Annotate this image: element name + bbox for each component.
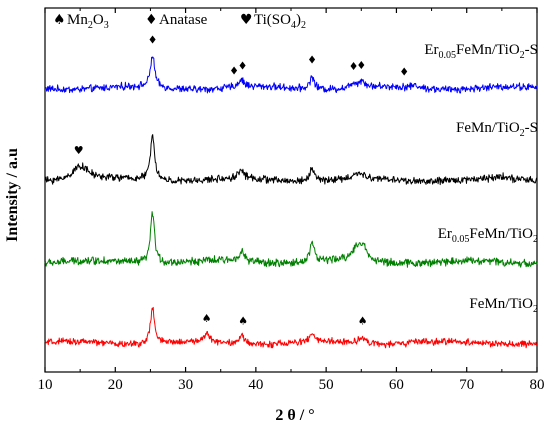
y-axis-title: Intensity / a.u [4,148,21,242]
x-tick-label: 20 [108,377,123,393]
tiso4-peak-marker: ♥ [74,144,84,157]
series-label-layer: Er0.05FeMn/TiO2-S FeMn/TiO2-S Er0.05FeMn/T… [424,42,538,315]
plot-frame [44,7,538,373]
x-tick-label: 50 [319,377,334,393]
series-line-er_s [44,56,538,94]
anatase-peak-marker: ♦ [399,66,409,79]
series-line-er [44,211,538,268]
legend-label-mn2o3: Mn2O3 [67,12,109,31]
anatase-peak-marker: ♦ [238,60,248,73]
series-layer [44,56,538,349]
mn2o3-peak-marker: ♠ [202,312,212,325]
x-tick-label: 60 [389,377,404,393]
legend: ♠ Mn2O3 ♦ Anatase ♥ Ti(SO4)2 [53,12,306,31]
series-label-er: Er0.05FeMn/TiO2 [438,226,538,245]
legend-symbol-mn2o3: ♠ [53,12,66,28]
axes: 2 θ / ° Intensity / a.u 10 20 30 40 50 60 70 80 [4,8,545,424]
x-tick-label: 70 [459,377,474,393]
anatase-peak-marker: ♦ [148,34,158,47]
anatase-peak-marker: ♦ [307,54,317,67]
x-tick-label: 30 [178,377,193,393]
series-line-femn_s [44,134,538,186]
legend-label-tiso4: Ti(SO4)2 [254,12,306,31]
x-tick-label: 10 [38,377,53,393]
x-tick-label: 80 [530,377,545,393]
plot-border [44,7,538,373]
peak-marker-layer: ♦♦♦ ♦ ♦♦♦♥♠ ♠ ♠ [74,34,409,328]
x-axis-title: 2 θ / ° [275,407,314,424]
legend-label-anatase: Anatase [159,12,208,28]
series-label-femn_s: FeMn/TiO2-S [456,120,538,139]
series-label-femn: FeMn/TiO2 [469,296,538,315]
legend-symbol-anatase: ♦ [145,12,158,28]
mn2o3-peak-marker: ♠ [358,314,368,327]
mn2o3-peak-marker: ♠ [238,315,248,328]
x-tick-label: 40 [248,377,263,393]
anatase-peak-marker: ♦ [356,59,366,72]
anatase-peak-marker: ♦ [349,60,359,73]
series-label-er_s: Er0.05FeMn/TiO2-S [424,42,538,61]
legend-symbol-tiso4: ♥ [240,12,253,28]
anatase-peak-marker: ♦ [229,65,239,78]
series-line-femn [44,306,538,349]
